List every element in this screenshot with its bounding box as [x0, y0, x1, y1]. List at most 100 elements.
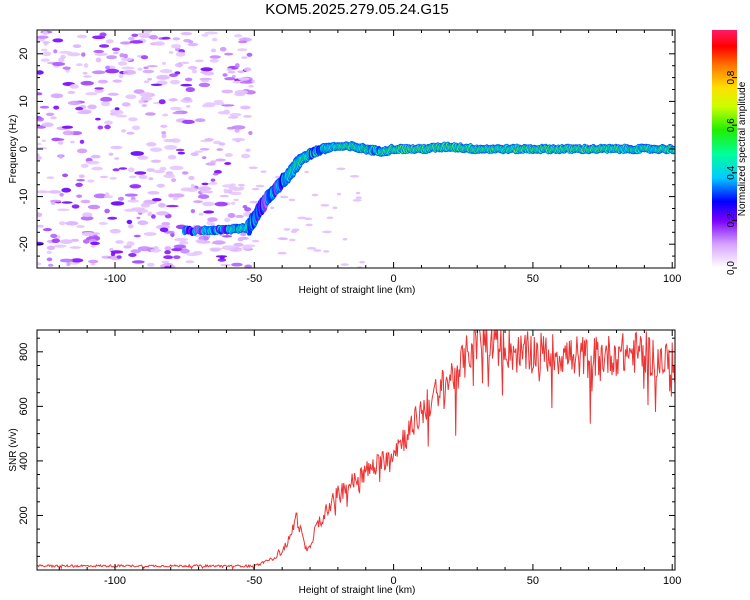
noise-speckle: [240, 105, 251, 110]
noise-speckle: [90, 241, 100, 246]
noise-speckle: [199, 148, 210, 151]
noise-speckle: [270, 206, 275, 210]
noise-speckle: [37, 155, 43, 161]
noise-speckle: [233, 242, 244, 247]
noise-speckle: [55, 138, 65, 141]
noise-speckle: [58, 154, 63, 159]
noise-speckle: [143, 66, 149, 70]
noise-speckle: [240, 232, 247, 237]
noise-speckle: [248, 84, 254, 88]
noise-speckle: [117, 61, 128, 66]
noise-speckle: [46, 250, 52, 254]
noise-speckle: [116, 255, 122, 259]
noise-speckle: [120, 57, 133, 62]
noise-speckle: [114, 107, 120, 111]
noise-speckle: [140, 96, 153, 101]
noise-speckle: [137, 67, 143, 71]
noise-speckle: [110, 201, 125, 206]
noise-speckle: [162, 113, 169, 117]
noise-speckle: [222, 245, 236, 251]
noise-speckle: [46, 176, 55, 179]
noise-speckle: [178, 240, 189, 245]
noise-speckle: [131, 33, 139, 37]
noise-speckle: [81, 52, 86, 57]
noise-speckle: [288, 198, 296, 202]
noise-speckle: [141, 104, 148, 107]
noise-speckle: [175, 148, 185, 152]
noise-speckle: [222, 235, 233, 238]
noise-speckle: [191, 69, 197, 74]
noise-speckle: [229, 191, 242, 196]
noise-speckle: [76, 224, 85, 229]
noise-speckle: [355, 191, 361, 195]
noise-speckle: [260, 170, 267, 173]
noise-speckle: [37, 70, 44, 75]
noise-speckle: [110, 145, 123, 150]
noise-speckle: [195, 59, 204, 63]
noise-speckle: [322, 230, 332, 234]
noise-speckle: [173, 244, 187, 249]
noise-speckle: [248, 166, 258, 170]
noise-speckle: [219, 194, 229, 198]
spectrogram-ylabel: Frequency (Hz): [8, 115, 19, 184]
noise-speckle: [118, 73, 124, 79]
noise-speckle: [169, 165, 184, 171]
noise-speckle: [171, 178, 177, 183]
noise-speckle: [127, 199, 139, 203]
snr-panel: -100 -50 0 50 100 200 400 600 800 Height of stra…: [8, 329, 681, 596]
noise-speckle: [158, 99, 166, 105]
noise-speckle: [355, 196, 362, 199]
noise-speckle: [172, 37, 181, 41]
noise-speckle: [209, 55, 221, 59]
noise-speckle: [231, 75, 236, 78]
noise-speckle: [251, 187, 260, 191]
noise-speckle: [139, 92, 153, 97]
noise-speckle: [50, 93, 64, 99]
noise-speckle: [37, 262, 42, 266]
noise-speckle: [137, 32, 151, 36]
noise-speckle: [53, 49, 58, 54]
noise-speckle: [245, 148, 251, 152]
noise-speckle: [148, 34, 159, 40]
x-tick-label: -50: [246, 273, 262, 285]
noise-speckle: [164, 145, 178, 150]
noise-speckle: [166, 204, 179, 208]
noise-speckle: [124, 193, 138, 197]
noise-speckle: [143, 30, 153, 33]
noise-speckle: [197, 194, 210, 199]
noise-speckle: [173, 255, 181, 259]
noise-speckle: [240, 153, 251, 159]
noise-speckle: [62, 66, 71, 70]
noise-speckle: [202, 201, 215, 207]
noise-speckle: [129, 184, 142, 189]
noise-speckle: [126, 219, 133, 225]
noise-speckle: [57, 141, 64, 145]
noise-speckle: [37, 142, 42, 146]
noise-speckle: [138, 174, 148, 180]
x-tick-label: 0: [391, 273, 397, 285]
noise-speckle: [180, 31, 193, 36]
spectral-trace: [181, 141, 675, 237]
noise-speckle: [203, 210, 215, 214]
noise-speckle: [108, 152, 114, 156]
noise-speckle: [201, 104, 211, 108]
noise-speckle: [148, 177, 154, 181]
noise-speckle: [172, 111, 183, 115]
noise-speckle: [87, 179, 95, 183]
y-tick-label: 20: [18, 48, 30, 60]
noise-speckle: [151, 214, 156, 219]
noise-speckle: [220, 263, 232, 267]
noise-speckle: [195, 239, 206, 243]
noise-speckle: [95, 57, 102, 63]
y-tick-label: 800: [18, 343, 30, 361]
noise-speckle: [112, 51, 119, 55]
noise-speckle: [213, 170, 222, 174]
noise-speckle: [130, 151, 144, 156]
noise-speckle: [146, 168, 155, 172]
noise-speckle: [121, 66, 135, 70]
noise-speckle: [332, 206, 338, 210]
noise-speckle: [156, 74, 170, 80]
noise-speckle: [170, 106, 182, 111]
noise-speckle: [99, 32, 107, 37]
noise-speckle: [72, 44, 82, 48]
